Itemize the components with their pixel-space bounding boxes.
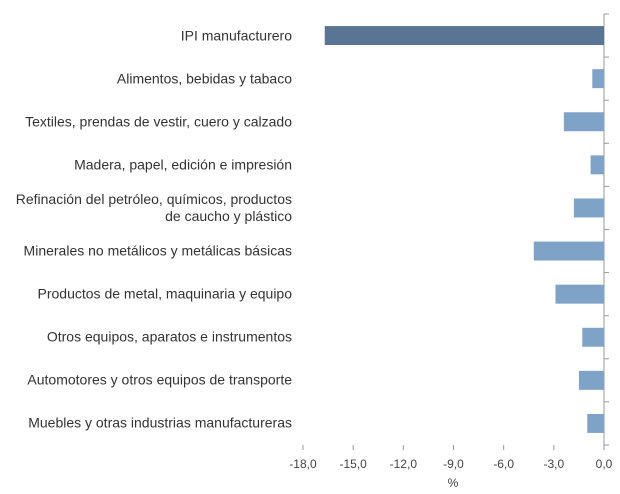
y-tick-label: Productos de metal, maquinaria y equipo [37, 285, 292, 302]
bar [578, 370, 604, 390]
bar [533, 241, 604, 261]
bar [582, 327, 604, 347]
bar [324, 26, 604, 46]
x-tick-label: -9,0 [443, 457, 464, 471]
bar [587, 413, 604, 433]
y-tick-label: Minerales no metálicos y metálicas básic… [23, 242, 292, 259]
bar [563, 112, 604, 132]
x-tick-label: -18,0 [289, 457, 317, 471]
x-tick-label: -6,0 [493, 457, 514, 471]
y-tick-label: Textiles, prendas de vestir, cuero y cal… [25, 113, 292, 130]
bar [573, 198, 604, 218]
y-tick-label: Refinación del petróleo, químicos, produ… [15, 190, 292, 224]
y-tick-label: IPI manufacturero [180, 27, 292, 44]
y-tick-label: Automotores y otros equipos de transport… [27, 371, 292, 388]
bar [592, 69, 604, 89]
y-tick-label: Otros equipos, aparatos e instrumentos [46, 328, 292, 345]
x-axis-title: % [448, 476, 459, 490]
x-tick-label: 0,0 [596, 457, 613, 471]
bar [555, 284, 604, 304]
x-tick-label: -15,0 [339, 457, 367, 471]
y-tick-label: Muebles y otras industrias manufacturera… [28, 414, 292, 431]
y-tick-label: Madera, papel, edición e impresión [74, 156, 292, 173]
bar [590, 155, 604, 175]
x-tick-label: -12,0 [390, 457, 418, 471]
y-tick-label: Alimentos, bebidas y tabaco [116, 70, 292, 87]
x-tick-label: -3,0 [543, 457, 564, 471]
